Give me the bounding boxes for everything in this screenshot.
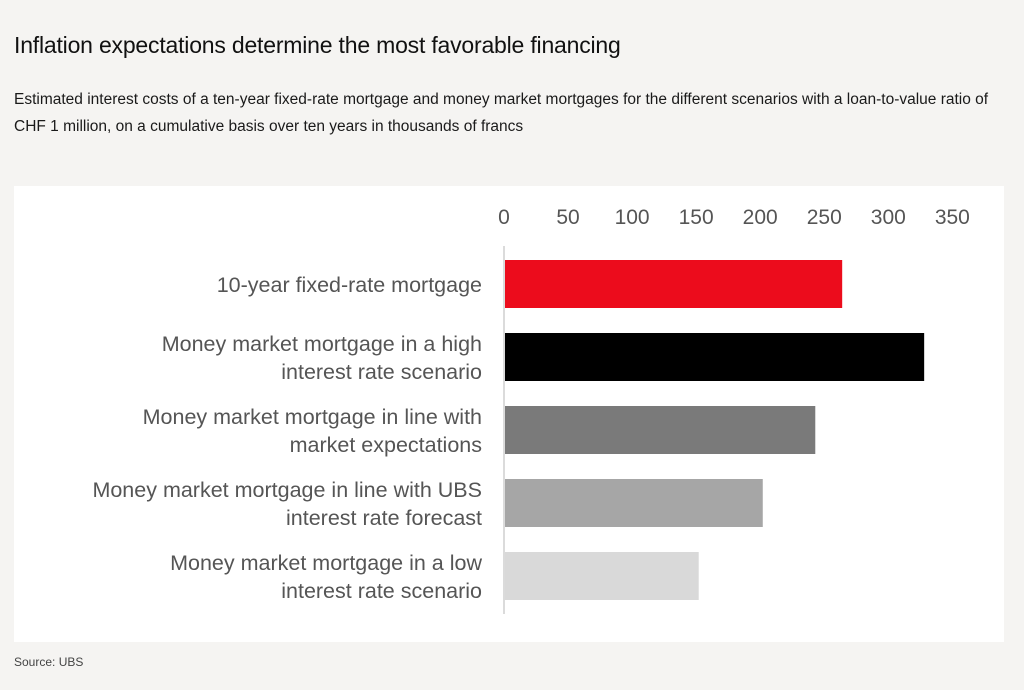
x-tick-label: 300 [871,206,906,229]
chart-subtitle: Estimated interest costs of a ten-year f… [14,91,989,135]
category-label: Money market mortgage in a low [170,551,482,575]
category-label: interest rate scenario [281,360,482,384]
category-label: Money market mortgage in line with [143,405,482,429]
bar-chart: 0 50 100 150 200 250 300 350 10-year fixed-rate … [92,206,970,614]
category-label: interest rate scenario [281,579,482,603]
x-tick-label: 150 [679,206,714,229]
bar [505,479,763,527]
x-tick-label: 50 [556,206,579,229]
x-tick-label: 100 [615,206,650,229]
category-label: Money market mortgage in a high [162,332,482,356]
bar [505,406,816,454]
category-label: interest rate forecast [286,506,482,530]
x-tick-label: 200 [743,206,778,229]
category-label: 10-year fixed-rate mortgage [217,273,482,297]
bar [505,552,699,600]
category-label: market expectations [290,433,482,457]
source-note: Source: UBS [14,655,84,669]
chart-title: Inflation expectations determine the mos… [14,32,621,58]
chart-card: 0 50 100 150 200 250 300 350 10-year fixed-rate … [14,186,1004,642]
x-tick-label: 0 [498,206,510,229]
x-tick-label: 250 [807,206,842,229]
bar [505,260,843,308]
bar [505,333,925,381]
x-tick-label: 350 [935,206,970,229]
category-label: Money market mortgage in line with UBS [92,478,482,502]
